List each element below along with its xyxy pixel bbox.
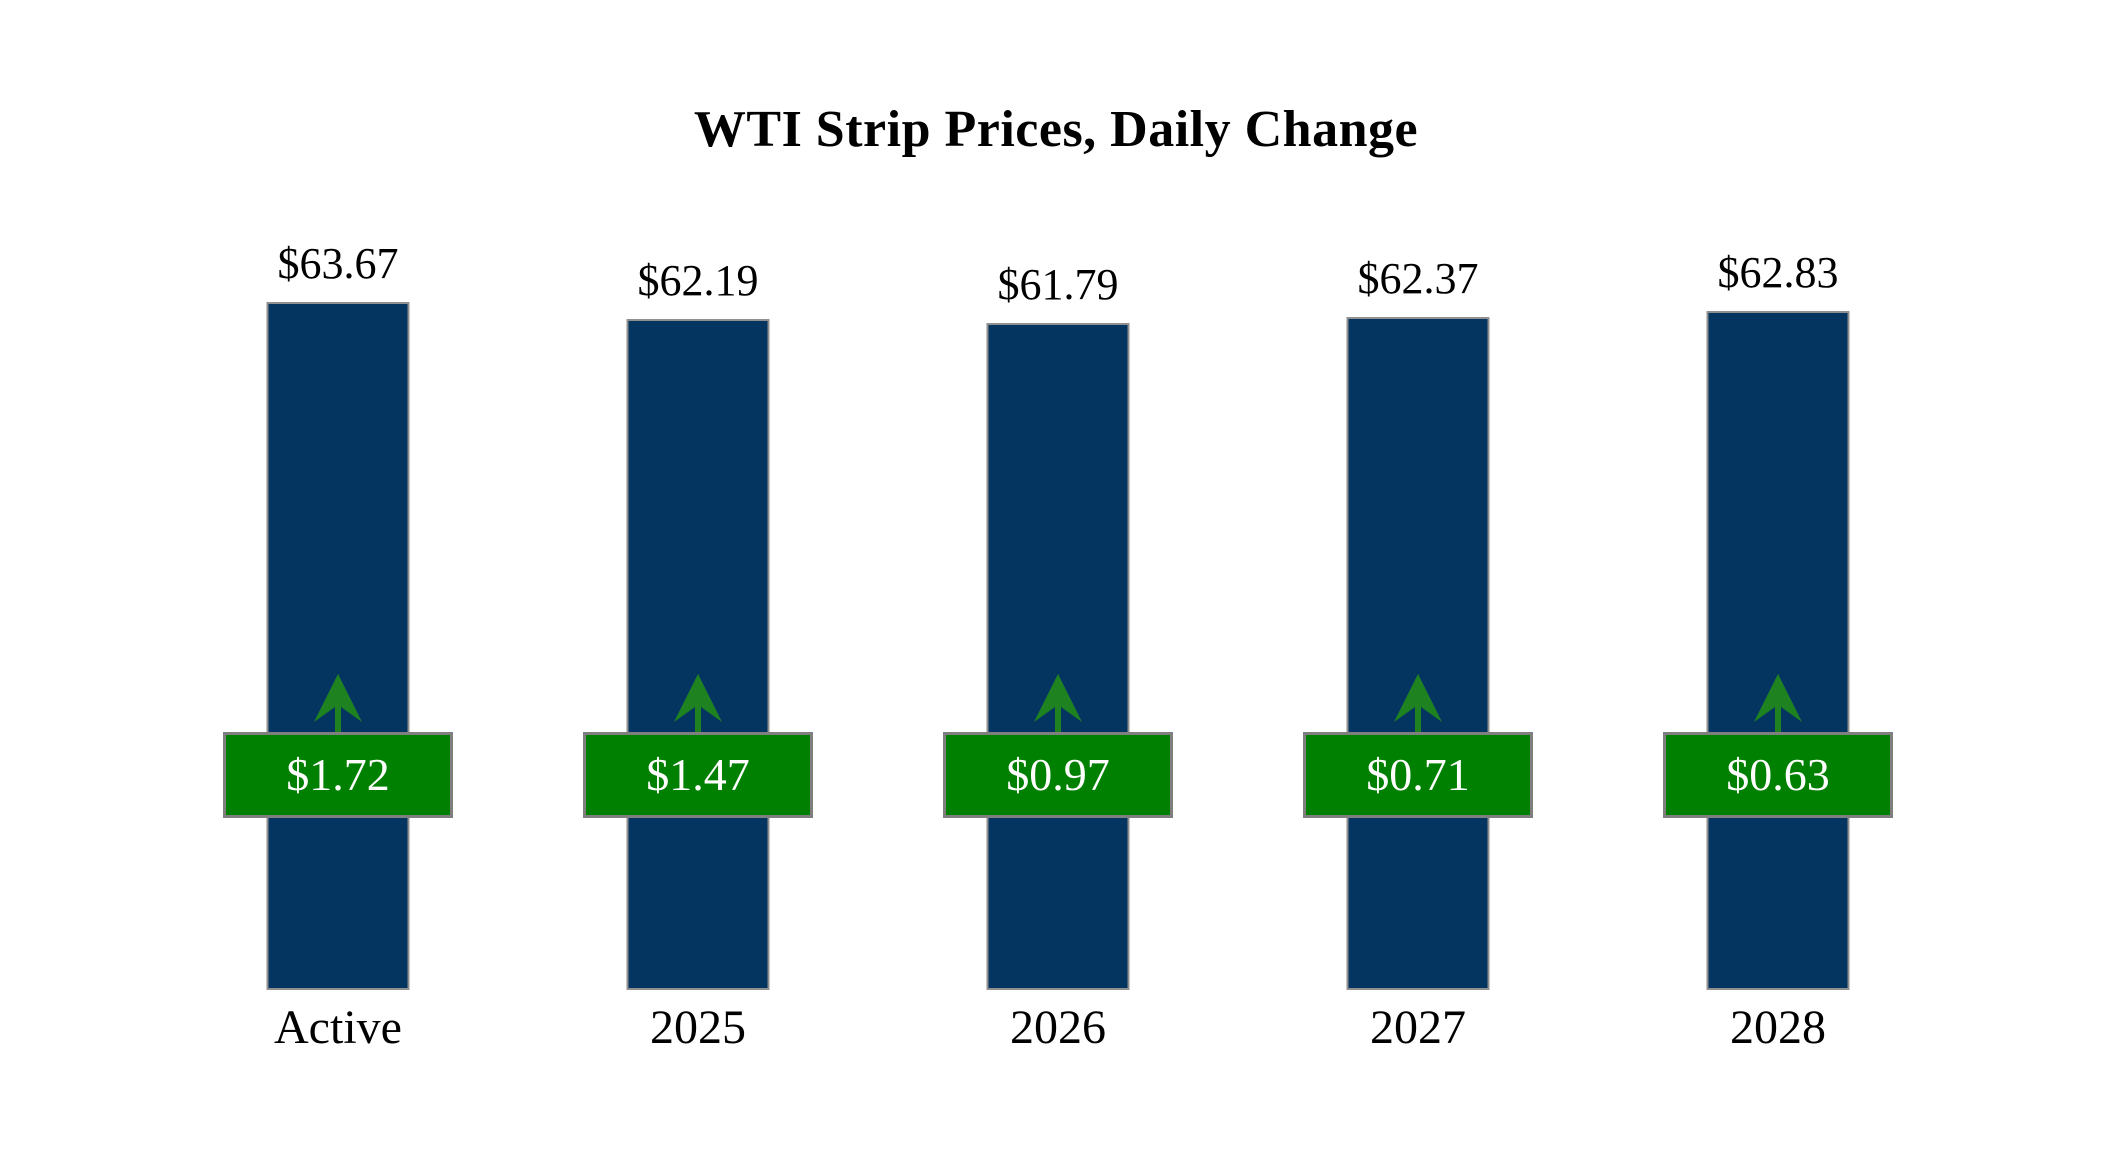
daily-change-value: $0.63 (1726, 749, 1830, 800)
bar-column-2027: $62.37 $0.71 2027 (1238, 0, 1598, 1152)
strip-price-label: $62.19 (637, 255, 759, 305)
strip-price-label: $61.79 (997, 259, 1119, 309)
price-bar (626, 319, 770, 990)
price-bar (1346, 317, 1490, 990)
daily-change-value: $1.47 (646, 749, 750, 800)
bar-column-2028: $62.83 $0.63 2028 (1598, 0, 1958, 1152)
chart-title: WTI Strip Prices, Daily Change (693, 101, 1419, 158)
strip-price-label: $63.67 (277, 239, 399, 288)
bar-column-2026: $61.79 $0.97 2026 (878, 0, 1238, 1152)
category-label: 2028 (1730, 1001, 1826, 1054)
daily-change-badge: $1.47 (583, 732, 813, 818)
daily-change-value: $1.72 (286, 749, 390, 800)
price-bar (266, 302, 410, 990)
price-bar (1706, 311, 1850, 990)
up-arrow-icon (1394, 674, 1442, 732)
up-arrow-icon (314, 674, 362, 732)
daily-change-badge: $1.72 (223, 732, 453, 818)
category-label: 2027 (1370, 1001, 1466, 1054)
daily-change-value: $0.97 (1006, 749, 1110, 800)
strip-price-label: $62.37 (1357, 253, 1479, 303)
category-label: 2026 (1010, 1001, 1106, 1054)
category-label: 2025 (650, 1001, 746, 1054)
up-arrow-icon (1754, 674, 1802, 732)
strip-price-label: $62.83 (1717, 248, 1839, 298)
category-label: Active (274, 1001, 402, 1054)
price-bar (986, 323, 1130, 990)
daily-change-badge: $0.71 (1303, 732, 1533, 818)
daily-change-badge: $0.63 (1663, 732, 1893, 818)
bar-column-active: $63.67 $1.72 Active (158, 0, 518, 1152)
up-arrow-icon (674, 674, 722, 732)
up-arrow-icon (1034, 674, 1082, 732)
daily-change-badge: $0.97 (943, 732, 1173, 818)
daily-change-value: $0.71 (1366, 749, 1470, 800)
bar-column-2025: $62.19 $1.47 2025 (518, 0, 878, 1152)
